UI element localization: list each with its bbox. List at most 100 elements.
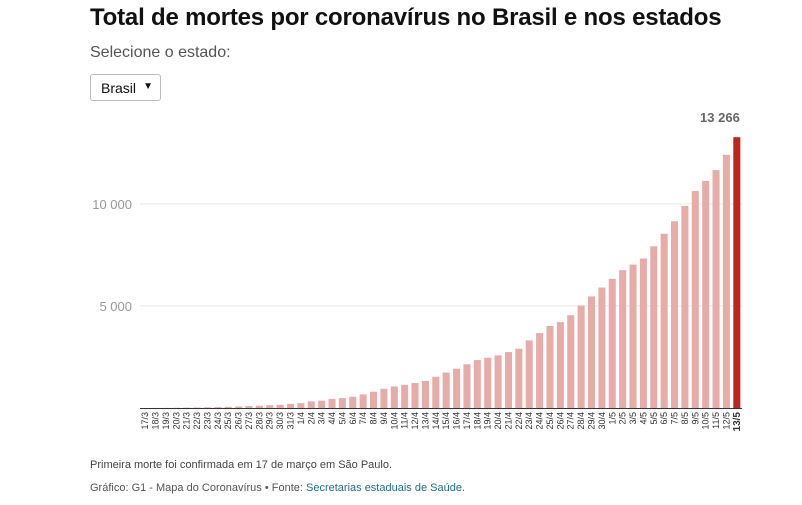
bar [629, 264, 637, 408]
bar [660, 233, 668, 408]
bar [359, 394, 367, 408]
x-tick-label: 30/3 [275, 412, 285, 430]
x-tick-label: 28/4 [576, 412, 586, 430]
bar [318, 400, 326, 408]
bar [671, 221, 679, 408]
source-link[interactable]: Secretarias estaduais de Saúde [306, 482, 462, 494]
x-tick-label: 3/5 [628, 412, 638, 425]
bar [733, 137, 741, 408]
x-tick-label: 24/3 [213, 412, 223, 430]
x-tick-label: 13/5 [732, 412, 743, 432]
bar [639, 258, 647, 408]
x-tick-label: 1/5 [607, 412, 617, 425]
bar [401, 385, 409, 408]
x-tick-label: 2/4 [306, 412, 316, 425]
bar [276, 404, 284, 408]
bar [442, 372, 450, 408]
x-tick-label: 3/4 [317, 412, 327, 425]
state-select[interactable]: Brasil ▼ [90, 74, 161, 101]
bar [453, 368, 461, 408]
bar [515, 348, 523, 408]
x-tick-label: 7/5 [670, 412, 680, 425]
bar [598, 287, 606, 408]
bar [525, 340, 533, 408]
bar [463, 364, 471, 408]
bar [214, 407, 222, 408]
bar [370, 391, 378, 408]
bar [484, 357, 492, 408]
x-tick-label: 23/4 [524, 412, 534, 430]
x-tick-label: 20/4 [493, 412, 503, 430]
bar [712, 170, 720, 408]
bar [567, 315, 575, 408]
x-tick-label: 22/3 [192, 412, 202, 430]
x-tick-label: 15/4 [441, 412, 451, 430]
bar [473, 360, 481, 408]
credits-text: Gráfico: G1 - Mapa do Coronavírus • Font… [90, 482, 306, 494]
bar [681, 205, 689, 408]
x-tick-label: 10/4 [389, 412, 399, 430]
bar [255, 405, 263, 408]
bar [421, 380, 429, 408]
x-tick-label: 9/4 [379, 412, 389, 425]
state-select-value: Brasil [101, 79, 137, 96]
bar [432, 376, 440, 408]
x-tick-label: 8/5 [680, 412, 690, 425]
y-tick-label: 5 000 [99, 299, 132, 314]
bar [193, 407, 201, 408]
x-tick-label: 4/5 [638, 412, 648, 425]
x-tick-label: 17/3 [140, 412, 150, 430]
bar [608, 278, 616, 408]
x-tick-label: 4/4 [327, 412, 337, 425]
x-tick-label: 12/5 [721, 412, 731, 430]
x-tick-label: 24/4 [535, 412, 545, 430]
x-tick-label: 23/3 [202, 412, 212, 430]
bar [577, 305, 585, 408]
bar [203, 407, 211, 408]
x-tick-label: 6/5 [659, 412, 669, 425]
bar [619, 270, 627, 408]
bar [235, 406, 243, 408]
chevron-down-icon: ▼ [143, 81, 153, 92]
bar [349, 396, 357, 408]
x-tick-label: 17/4 [462, 412, 472, 430]
x-tick-label: 25/3 [223, 412, 233, 430]
bar [224, 406, 232, 408]
bar [338, 398, 346, 408]
bar [546, 326, 554, 408]
state-select-label: Selecione o estado: [90, 44, 231, 61]
x-tick-label: 27/4 [566, 412, 576, 430]
x-tick-label: 10/5 [701, 412, 711, 430]
x-tick-label: 26/4 [555, 412, 565, 430]
x-tick-label: 12/4 [410, 412, 420, 430]
x-tick-label: 19/3 [161, 412, 171, 430]
x-tick-label: 29/4 [587, 412, 597, 430]
x-tick-label: 20/3 [171, 412, 181, 430]
x-tick-label: 18/4 [472, 412, 482, 430]
x-tick-label: 7/4 [358, 412, 368, 425]
x-tick-label: 19/4 [483, 412, 493, 430]
y-tick-label: 10 000 [92, 197, 132, 212]
x-tick-label: 11/5 [711, 412, 721, 429]
x-tick-label: 1/4 [296, 412, 306, 425]
bar [390, 386, 398, 408]
bar [536, 333, 544, 408]
x-tick-label: 6/4 [348, 412, 358, 425]
bar [266, 405, 274, 408]
x-tick-label: 29/3 [265, 412, 275, 430]
bar [380, 388, 388, 408]
bar [307, 401, 315, 408]
bar [286, 403, 295, 408]
x-tick-label: 5/4 [337, 412, 347, 425]
bar [650, 246, 658, 408]
bar [411, 383, 419, 408]
highlight-value-label: 13 266 [700, 110, 740, 125]
x-tick-label: 9/5 [690, 412, 700, 425]
first-death-note: Primeira morte foi confirmada em 17 de m… [90, 459, 393, 471]
x-tick-label: 21/3 [182, 412, 192, 430]
x-tick-label: 22/4 [514, 412, 524, 430]
bar [691, 191, 699, 408]
x-tick-label: 26/3 [234, 412, 244, 430]
x-tick-label: 18/3 [151, 412, 161, 430]
